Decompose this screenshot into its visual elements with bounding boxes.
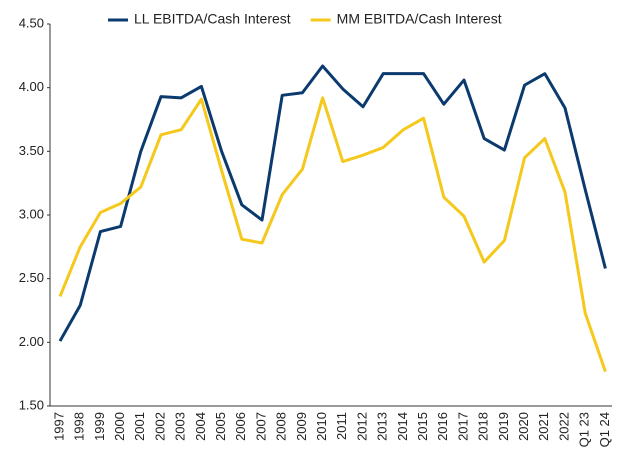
x-tick-label: 2002 <box>152 412 167 441</box>
x-tick-label: 2009 <box>294 412 309 441</box>
x-tick-label: 2010 <box>314 412 329 441</box>
x-tick-label: 1997 <box>51 412 66 441</box>
y-tick-label: 2.50 <box>19 270 44 285</box>
x-tick-label: 2005 <box>213 412 228 441</box>
y-tick-label: 2.00 <box>19 334 44 349</box>
x-tick-label: 2007 <box>253 412 268 441</box>
x-tick-label: 2018 <box>476 412 491 441</box>
x-tick-label: 2016 <box>435 412 450 441</box>
x-tick-label: 2013 <box>375 412 390 441</box>
series-line <box>58 96 607 373</box>
y-tick-label: 4.00 <box>19 79 44 94</box>
x-tick-label: 2022 <box>556 412 571 441</box>
x-tick-label: 2015 <box>415 412 430 441</box>
x-tick-label: 1998 <box>72 412 87 441</box>
x-tick-label: 2017 <box>455 412 470 441</box>
x-tick-label: 2004 <box>193 412 208 441</box>
x-tick-label: 2000 <box>112 412 127 441</box>
y-tick-label: 3.00 <box>19 206 44 221</box>
x-tick-label: 2001 <box>132 412 147 441</box>
x-tick-label: Q1 23 <box>577 412 592 447</box>
x-tick-label: 2003 <box>173 412 188 441</box>
x-tick-label: 1999 <box>92 412 107 441</box>
x-tick-label: 2012 <box>354 412 369 441</box>
legend-label: MM EBITDA/Cash Interest <box>337 11 502 27</box>
x-tick-label: 2020 <box>516 412 531 441</box>
x-tick-label: 2011 <box>334 412 349 440</box>
x-tick-label: 2006 <box>233 412 248 441</box>
y-tick-label: 4.50 <box>19 15 44 30</box>
x-tick-label: 2021 <box>536 412 551 441</box>
x-tick-label: Q1 24 <box>597 412 612 447</box>
legend-label: LL EBITDA/Cash Interest <box>134 11 291 27</box>
y-tick-label: 3.50 <box>19 143 44 158</box>
series-line <box>58 64 607 342</box>
x-tick-label: 2014 <box>395 412 410 441</box>
x-tick-label: 2008 <box>274 412 289 441</box>
y-tick-label: 1.50 <box>19 397 44 412</box>
x-tick-label: 2019 <box>496 412 511 441</box>
